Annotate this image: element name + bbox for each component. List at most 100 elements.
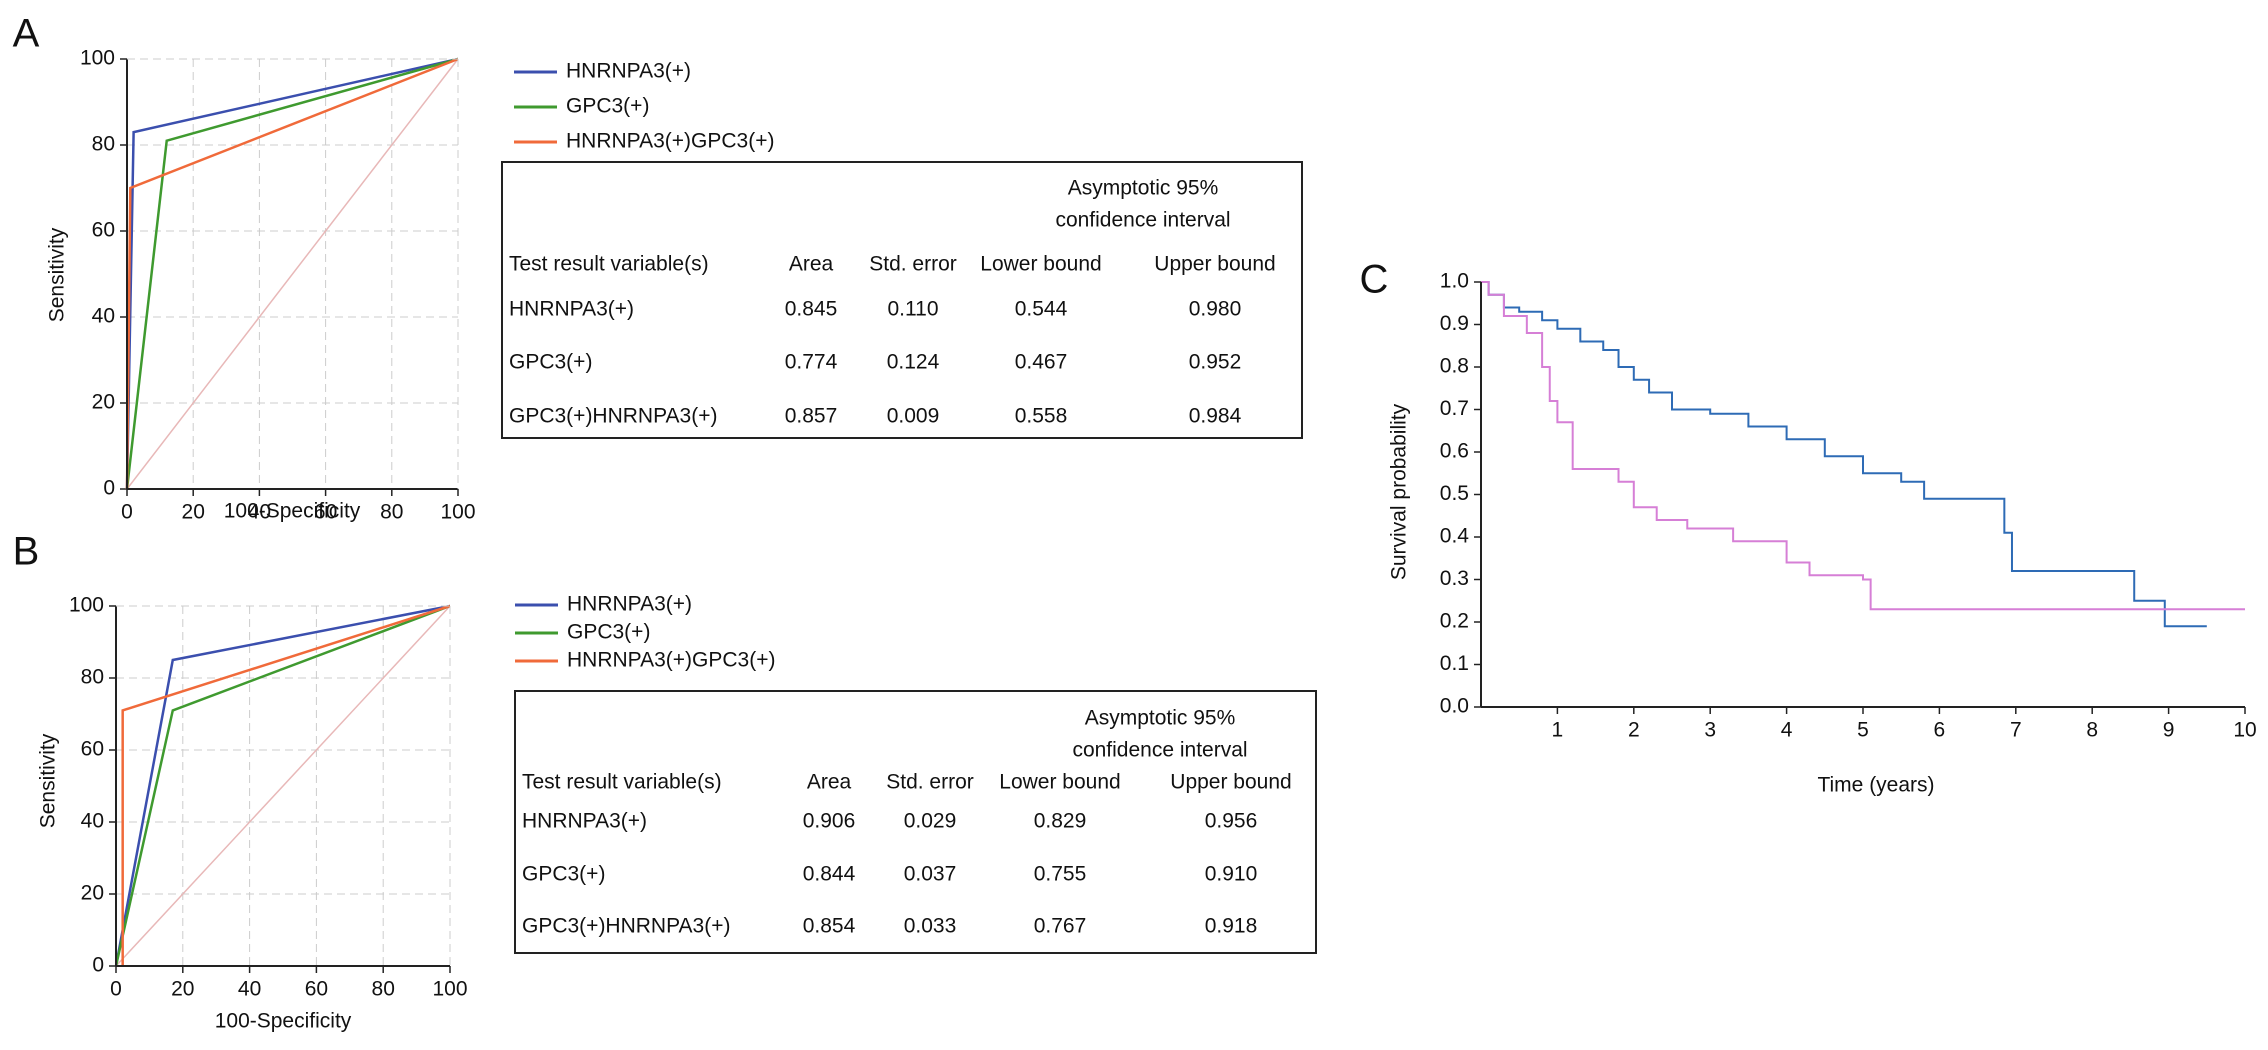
table-cell: 0.467 <box>1015 351 1068 374</box>
legend-label: GPC3(+) <box>567 621 650 644</box>
y-tick-label: 20 <box>92 391 115 414</box>
table-cell: GPC3(+) <box>509 351 592 374</box>
table-cell: 0.755 <box>1034 863 1087 886</box>
table-cell: 0.956 <box>1205 810 1258 833</box>
table-cell: 0.767 <box>1034 915 1087 938</box>
table-cell: 0.544 <box>1015 298 1068 321</box>
table-cell: 0.844 <box>803 863 856 886</box>
table-frame <box>514 690 1317 954</box>
table-cell: 0.124 <box>887 351 940 374</box>
legend-label: HNRNPA3(+) <box>567 593 692 616</box>
x-tick-label: 3 <box>1704 719 1716 742</box>
table-cell: GPC3(+) <box>522 863 605 886</box>
table-column-header: Test result variable(s) <box>522 771 722 794</box>
table-cell: HNRNPA3(+) <box>522 810 647 833</box>
table-column-header: Area <box>807 771 852 794</box>
y-tick-label: 0.8 <box>1440 355 1469 378</box>
table-cell: 0.829 <box>1034 810 1087 833</box>
table-column-header: Area <box>789 253 834 276</box>
table-group-header: Asymptotic 95% <box>1068 177 1219 200</box>
y-tick-label: 40 <box>92 305 115 328</box>
table-group-header: confidence interval <box>1055 209 1230 232</box>
series-line <box>125 57 459 490</box>
x-tick-label: 6 <box>1934 719 1946 742</box>
series-line <box>114 604 451 967</box>
y-tick-label: 100 <box>69 594 104 617</box>
survival-curve <box>1481 281 2245 611</box>
table-column-header: Upper bound <box>1154 253 1275 276</box>
table-cell: GPC3(+)HNRNPA3(+) <box>522 915 730 938</box>
y-tick-label: 1.0 <box>1440 270 1469 293</box>
y-tick-label: 20 <box>81 882 104 905</box>
x-tick-label: 20 <box>171 978 194 1001</box>
table-column-header: Lower bound <box>980 253 1101 276</box>
table-cell: 0.918 <box>1205 915 1258 938</box>
x-tick-label: 80 <box>372 978 395 1001</box>
x-tick-label: 60 <box>305 978 328 1001</box>
x-tick-label: 10 <box>2233 719 2256 742</box>
reference-line <box>115 605 451 967</box>
series-line <box>121 604 451 966</box>
x-tick-label: 8 <box>2086 719 2098 742</box>
y-tick-label: 0.4 <box>1440 525 1470 548</box>
table-cell: 0.952 <box>1189 351 1242 374</box>
survival-curve <box>1481 281 2207 628</box>
x-tick-label: 40 <box>238 978 261 1001</box>
table-group-header: Asymptotic 95% <box>1085 707 1236 730</box>
table-column-header: Test result variable(s) <box>509 253 709 276</box>
y-tick-label: 60 <box>92 219 115 242</box>
table-cell: HNRNPA3(+) <box>509 298 634 321</box>
y-tick-label: 0.5 <box>1440 482 1469 505</box>
y-tick-label: 0.7 <box>1440 397 1469 420</box>
legend-label: GPC3(+) <box>566 95 649 118</box>
x-tick-label: 0 <box>121 501 133 524</box>
y-tick-label: 100 <box>80 47 115 70</box>
table-cell: 0.980 <box>1189 298 1242 321</box>
table-column-header: Lower bound <box>999 771 1120 794</box>
series-line <box>125 57 459 490</box>
series-line <box>114 604 451 967</box>
table-cell: GPC3(+)HNRNPA3(+) <box>509 405 717 428</box>
x-tick-label: 80 <box>380 501 403 524</box>
y-axis-label: Sensitivity <box>37 733 60 828</box>
table-cell: 0.774 <box>785 351 838 374</box>
x-tick-label: 100 <box>432 978 467 1001</box>
table-cell: 0.029 <box>904 810 957 833</box>
x-tick-label: 5 <box>1857 719 1869 742</box>
x-axis-label: 100-Specificity <box>215 1010 352 1033</box>
x-tick-label: 20 <box>182 501 205 524</box>
x-tick-label: 0 <box>110 978 122 1001</box>
panel-label: A <box>13 12 40 56</box>
x-tick-label: 9 <box>2163 719 2175 742</box>
table-cell: 0.857 <box>785 405 838 428</box>
x-tick-label: 100 <box>440 501 475 524</box>
table-cell: 0.009 <box>887 405 940 428</box>
x-tick-label: 7 <box>2010 719 2022 742</box>
x-tick-label: 60 <box>314 501 337 524</box>
y-tick-label: 60 <box>81 738 104 761</box>
y-tick-label: 0 <box>92 954 104 977</box>
table-column-header: Std. error <box>886 771 974 794</box>
y-tick-label: 40 <box>81 810 104 833</box>
table-cell: 0.910 <box>1205 863 1258 886</box>
reference-line <box>126 58 459 490</box>
y-tick-label: 0.9 <box>1440 312 1469 335</box>
x-tick-label: 40 <box>248 501 271 524</box>
y-tick-label: 0.6 <box>1440 440 1469 463</box>
table-cell: 0.558 <box>1015 405 1068 428</box>
table-cell: 0.906 <box>803 810 856 833</box>
x-axis-label: 100-Specificity <box>224 500 361 523</box>
y-tick-label: 0.3 <box>1440 567 1469 590</box>
panel-label: C <box>1360 258 1389 302</box>
y-tick-label: 80 <box>92 133 115 156</box>
x-axis-label: Time (years) <box>1817 774 1934 797</box>
table-column-header: Std. error <box>869 253 957 276</box>
table-column-header: Upper bound <box>1170 771 1291 794</box>
y-tick-label: 0.2 <box>1440 610 1469 633</box>
table-frame <box>501 161 1303 439</box>
legend-label: HNRNPA3(+)GPC3(+) <box>567 649 775 672</box>
table-cell: 0.854 <box>803 915 856 938</box>
table-cell: 0.037 <box>904 863 957 886</box>
panel-label: B <box>13 530 40 574</box>
